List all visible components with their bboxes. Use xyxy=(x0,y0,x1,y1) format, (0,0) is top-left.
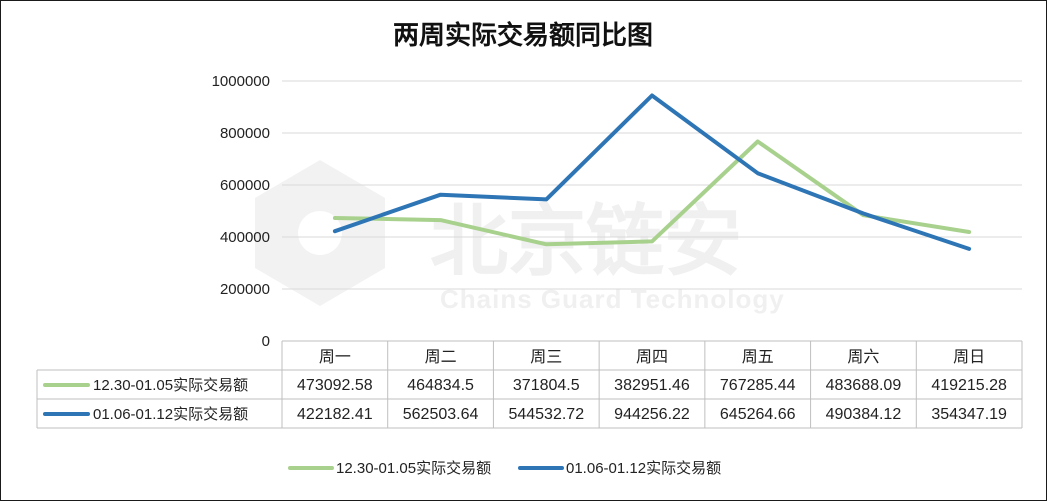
gridlines xyxy=(282,80,1022,290)
legend: 12.30-01.05实际交易额 01.06-01.12实际交易额 xyxy=(288,459,721,477)
x-category-label: 周四 xyxy=(636,347,668,366)
table-cell-value: 371804.5 xyxy=(513,377,580,394)
table-series-name: 12.30-01.05实际交易额 xyxy=(93,376,248,394)
table-cell-value: 562503.64 xyxy=(403,406,479,423)
x-category-label: 周三 xyxy=(530,347,562,366)
table-cell-value: 490384.12 xyxy=(826,406,902,423)
y-tick-label: 1000000 xyxy=(212,73,270,90)
table-cell-value: 767285.44 xyxy=(720,377,796,394)
table-cell-value: 354347.19 xyxy=(931,406,1007,423)
x-category-label: 周一 xyxy=(319,347,351,366)
table-series-name: 01.06-01.12实际交易额 xyxy=(93,405,248,423)
table-cell-value: 382951.46 xyxy=(614,377,690,394)
x-category-label: 周六 xyxy=(847,347,879,366)
series-lines xyxy=(332,93,972,251)
table-cell-value: 473092.58 xyxy=(297,377,373,394)
y-tick-label: 600000 xyxy=(220,177,270,194)
data-table: 周一 周二 周三 周四 周五 周六 周日 12.30-01.05实际交易额 473092.58 4… xyxy=(36,340,1023,429)
x-category-label: 周二 xyxy=(425,347,457,366)
shield-logo-core xyxy=(298,211,342,255)
series-line-2 xyxy=(332,93,972,251)
y-tick-label: 400000 xyxy=(220,229,270,246)
table-cell-value: 483688.09 xyxy=(826,377,902,394)
x-category-label: 周日 xyxy=(953,347,985,366)
x-category-label: 周五 xyxy=(742,347,774,366)
legend-label: 01.06-01.12实际交易额 xyxy=(566,459,721,477)
table-cell-value: 944256.22 xyxy=(614,406,690,423)
table-cell-value: 544532.72 xyxy=(508,406,584,423)
watermark: 北京链安 Chains Guard Technology xyxy=(255,160,784,314)
table-cell-value: 645264.66 xyxy=(720,406,796,423)
y-axis: 0 200000 400000 600000 800000 1000000 xyxy=(212,73,270,350)
table-cell-value: 419215.28 xyxy=(931,377,1007,394)
y-tick-label: 800000 xyxy=(220,125,270,142)
table-cell-value: 422182.41 xyxy=(297,406,373,423)
chart-title: 两周实际交易额同比图 xyxy=(393,20,653,51)
y-tick-label: 200000 xyxy=(220,281,270,298)
table-cell-value: 464834.5 xyxy=(407,377,474,394)
legend-label: 12.30-01.05实际交易额 xyxy=(336,459,491,477)
y-tick-label: 0 xyxy=(262,333,270,350)
